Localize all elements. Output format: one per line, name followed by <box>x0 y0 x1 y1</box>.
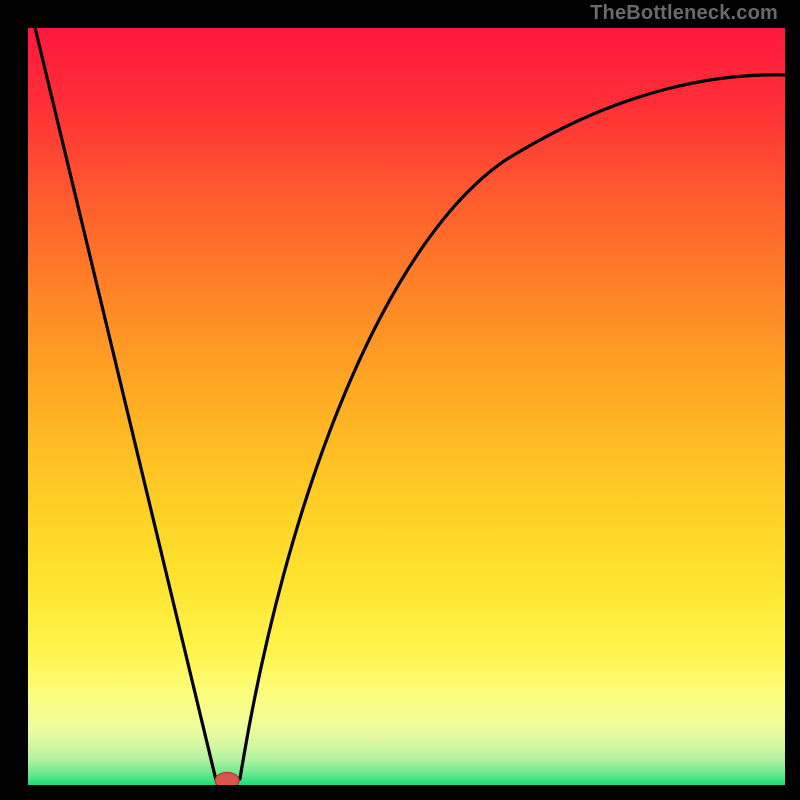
gradient-background <box>28 28 785 785</box>
watermark-text: TheBottleneck.com <box>590 2 778 25</box>
plot-area <box>28 28 785 785</box>
chart-container: TheBottleneck.com <box>0 0 800 800</box>
